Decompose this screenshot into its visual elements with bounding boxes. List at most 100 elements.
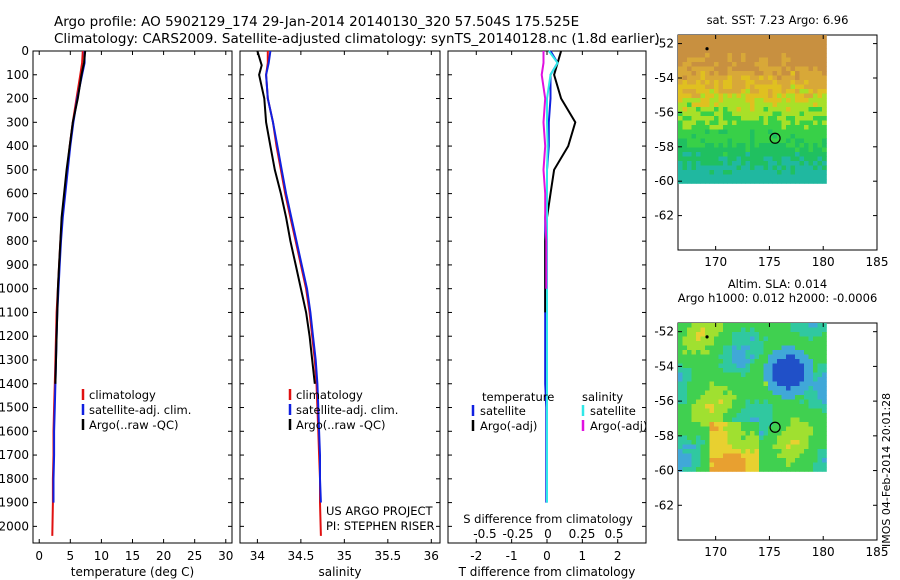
y-tick-label: 1300: [0, 353, 29, 367]
y-tick-label: 600: [6, 187, 29, 201]
map-y-tick-label: -62: [654, 209, 674, 223]
map-x-tick-label: 185: [866, 545, 889, 559]
y-tick-label: 100: [6, 68, 29, 82]
x-axis-label: salinity: [318, 565, 361, 579]
y-tick-label: 2000: [0, 519, 29, 533]
reference-point-marker: [705, 335, 709, 339]
chart-title-line2: Climatology: CARS2009. Satellite-adjuste…: [54, 31, 660, 47]
x-tick-label: 36: [424, 549, 439, 563]
profile-panel-frame: [239, 50, 441, 544]
map-title: Altim. SLA: 0.014: [728, 277, 827, 291]
map-y-tick-label: -58: [654, 140, 674, 154]
x-tick-label: 30: [218, 549, 233, 563]
y-tick-label: 1000: [0, 282, 29, 296]
y-tick-label: 1100: [0, 305, 29, 319]
x2-tick-label: 0.25: [569, 527, 596, 541]
x2-tick-label: -0.5: [473, 527, 496, 541]
y-tick-label: 400: [6, 139, 29, 153]
x-tick-label: -2: [470, 549, 482, 563]
legend-label: Argo(-adj): [590, 419, 647, 433]
legend-heading: temperature: [482, 390, 554, 404]
x-tick-label: 34: [250, 549, 265, 563]
x-axis-label: T difference from climatology: [458, 565, 636, 579]
pi-annotation: PI: STEPHEN RISER: [326, 519, 435, 533]
legend-label: satellite-adj. clim.: [89, 403, 191, 417]
y-tick-label: 1800: [0, 472, 29, 486]
map-y-tick-label: -52: [654, 325, 674, 339]
legend-label: climatology: [296, 388, 363, 402]
x-tick-label: 10: [94, 549, 109, 563]
y-tick-label: 0: [21, 44, 29, 58]
y-tick-label: 1400: [0, 377, 29, 391]
map-y-tick-label: -60: [654, 174, 674, 188]
map-y-tick-label: -58: [654, 429, 674, 443]
argo-position-marker: [769, 132, 781, 144]
x2-tick-label: 0: [544, 527, 552, 541]
x2-tick-label: 0.5: [604, 527, 623, 541]
map-y-tick-label: -60: [654, 464, 674, 478]
map-y-tick-label: -54: [654, 359, 674, 373]
map-y-tick-label: -62: [654, 498, 674, 512]
x-tick-label: 35: [337, 549, 352, 563]
y-tick-label: 500: [6, 163, 29, 177]
map-x-tick-label: 180: [812, 255, 835, 269]
map-title: sat. SST: 7.23 Argo: 6.96: [707, 13, 849, 27]
legend-label: satellite-adj. clim.: [296, 403, 398, 417]
y-tick-label: 300: [6, 115, 29, 129]
y-tick-label: 700: [6, 210, 29, 224]
map-y-tick-label: -52: [654, 37, 674, 51]
imos-timestamp: IMOS 04-Feb-2014 20:01:28: [880, 393, 893, 547]
y-tick-label: 1900: [0, 496, 29, 510]
legend-label: satellite: [590, 404, 636, 418]
project-annotation: US ARGO PROJECT: [326, 504, 434, 518]
legend-label: Argo(-adj): [480, 419, 537, 433]
x2-tick-label: -0.25: [502, 527, 533, 541]
map-x-tick-label: 175: [758, 545, 781, 559]
x-tick-label: 0: [35, 549, 43, 563]
x-tick-label: 25: [187, 549, 202, 563]
legend-label: Argo(..raw -QC): [89, 418, 179, 432]
map-x-tick-label: 170: [704, 255, 727, 269]
map-x-tick-label: 175: [758, 255, 781, 269]
legend-label: Argo(..raw -QC): [296, 418, 386, 432]
x-tick-label: 34.5: [288, 549, 315, 563]
argo-position-marker: [769, 421, 781, 433]
legend-heading: salinity: [582, 390, 623, 404]
x2-axis-label: S difference from climatology: [463, 512, 633, 526]
x-tick-label: -1: [506, 549, 518, 563]
x-tick-label: 1: [579, 549, 587, 563]
y-tick-label: 1200: [0, 329, 29, 343]
x-axis-label: temperature (deg C): [71, 565, 194, 579]
y-tick-label: 1500: [0, 401, 29, 415]
x-tick-label: 0: [543, 549, 551, 563]
map-x-tick-label: 180: [812, 545, 835, 559]
profile-panel-frame: [32, 50, 233, 544]
series-line: [256, 50, 316, 384]
chart-title-line1: Argo profile: AO 5902129_174 29-Jan-2014…: [54, 14, 580, 30]
y-tick-label: 1700: [0, 448, 29, 462]
y-tick-label: 900: [6, 258, 29, 272]
y-tick-label: 200: [6, 92, 29, 106]
reference-point-marker: [705, 47, 709, 51]
map-subtitle: Argo h1000: 0.012 h2000: -0.0006: [678, 291, 878, 305]
map-y-tick-label: -56: [654, 394, 674, 408]
x-tick-label: 35.5: [374, 549, 401, 563]
sst-field: [678, 35, 827, 184]
x-tick-label: 20: [156, 549, 171, 563]
sla-field: [678, 323, 827, 472]
map-x-tick-label: 185: [866, 255, 889, 269]
y-tick-label: 1600: [0, 424, 29, 438]
map-y-tick-label: -56: [654, 105, 674, 119]
legend-label: satellite: [480, 404, 526, 418]
x-tick-label: 2: [614, 549, 622, 563]
series-line: [540, 51, 548, 289]
map-y-tick-label: -54: [654, 71, 674, 85]
x-tick-label: 5: [66, 549, 74, 563]
legend-label: climatology: [89, 388, 156, 402]
series-line: [544, 50, 577, 313]
x-tick-label: 15: [125, 549, 140, 563]
series-line: [265, 50, 322, 503]
map-x-tick-label: 170: [704, 545, 727, 559]
y-tick-label: 800: [6, 234, 29, 248]
